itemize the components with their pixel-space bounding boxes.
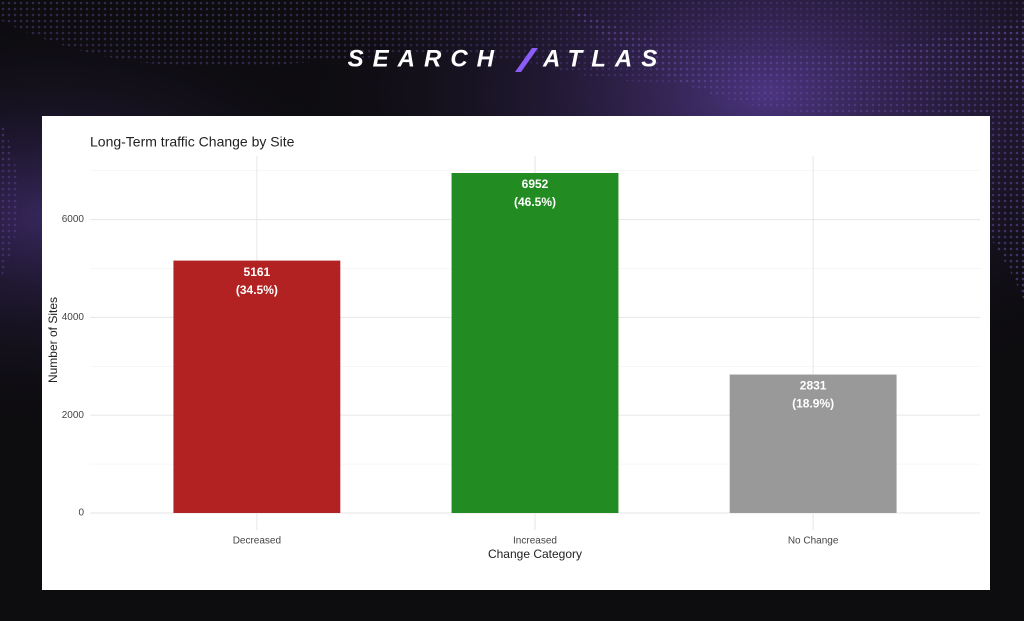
- data-label: 2831: [800, 379, 827, 393]
- y-tick-label: 2000: [62, 410, 85, 421]
- bar: [173, 260, 341, 513]
- chart-title: Long-Term traffic Change by Site: [90, 134, 295, 150]
- y-tick-label: 4000: [62, 312, 85, 323]
- logo-text: SEARCH: [348, 45, 503, 72]
- y-tick-label: 0: [78, 508, 84, 519]
- y-tick-label: 6000: [62, 214, 85, 225]
- percent-label: (46.5%): [514, 195, 556, 209]
- y-axis-title: Number of Sites: [46, 297, 60, 383]
- bar: [729, 374, 897, 513]
- x-tick-label: Increased: [513, 536, 557, 547]
- logo-slash: [515, 48, 538, 72]
- logo-text: ATLAS: [542, 45, 666, 72]
- x-tick-label: No Change: [788, 536, 839, 547]
- x-tick-label: Decreased: [233, 536, 281, 547]
- x-axis-title: Change Category: [488, 547, 582, 561]
- percent-label: (34.5%): [236, 283, 278, 297]
- chart: 0 2000 4000 6000 Decreased 5161 (34.5%) Increas…: [62, 156, 980, 547]
- bar: [451, 173, 619, 513]
- logo: SEARCH ATLAS: [348, 45, 666, 72]
- percent-label: (18.9%): [792, 397, 834, 411]
- data-label: 6952: [522, 177, 549, 191]
- data-label: 5161: [244, 265, 271, 279]
